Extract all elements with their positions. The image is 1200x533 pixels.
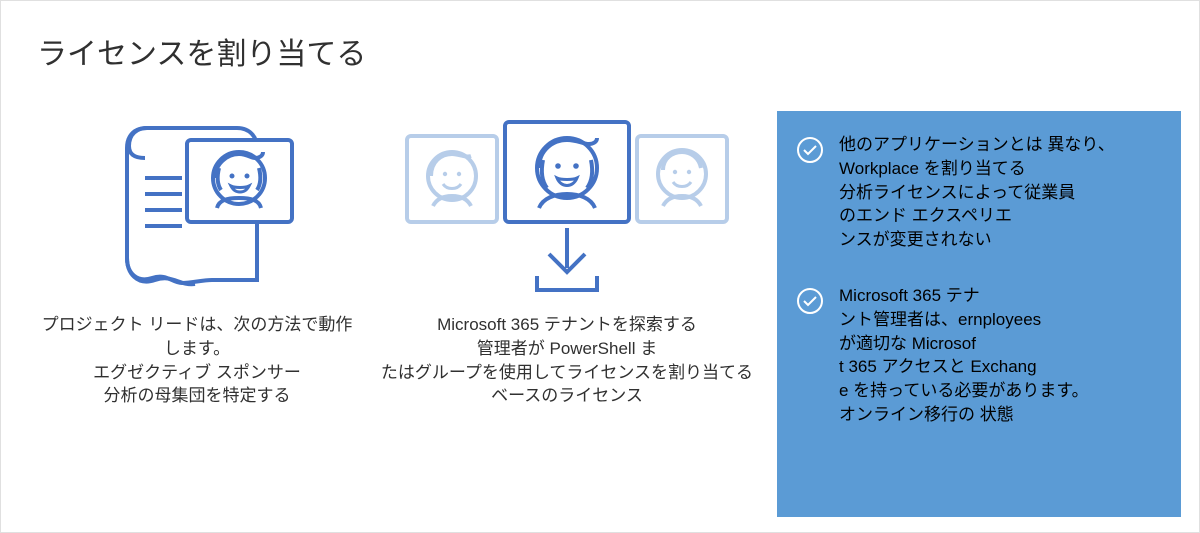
column-left: プロジェクト リードは、次の方法で動作します。 エグゼクティブ スポンサー 分析… xyxy=(37,103,357,408)
info-panel: 他のアプリケーションとは 異なり、Workplace を割り当てる 分析ライセン… xyxy=(777,111,1181,517)
column-middle: Microsoft 365 テナントを探索する 管理者が PowerShell … xyxy=(357,103,777,408)
left-caption: プロジェクト リードは、次の方法で動作します。 エグゼクティブ スポンサー 分析… xyxy=(37,313,357,408)
middle-caption: Microsoft 365 テナントを探索する 管理者が PowerShell … xyxy=(381,313,753,408)
slide-container: ライセンスを割り当てる xyxy=(0,0,1200,533)
scroll-avatar-illustration xyxy=(87,103,307,313)
page-title: ライセンスを割り当てる xyxy=(37,29,1163,73)
panel-item-2: Microsoft 365 テナ ント管理者は、ernployees が適切な … xyxy=(795,284,1163,427)
check-icon xyxy=(795,135,825,165)
panel-text-1: 他のアプリケーションとは 異なり、Workplace を割り当てる 分析ライセン… xyxy=(839,133,1163,252)
check-icon xyxy=(795,286,825,316)
panel-text-2: Microsoft 365 テナ ント管理者は、ernployees が適切な … xyxy=(839,284,1089,427)
download-avatars-illustration xyxy=(387,103,747,313)
panel-item-1: 他のアプリケーションとは 異なり、Workplace を割り当てる 分析ライセン… xyxy=(795,133,1163,252)
